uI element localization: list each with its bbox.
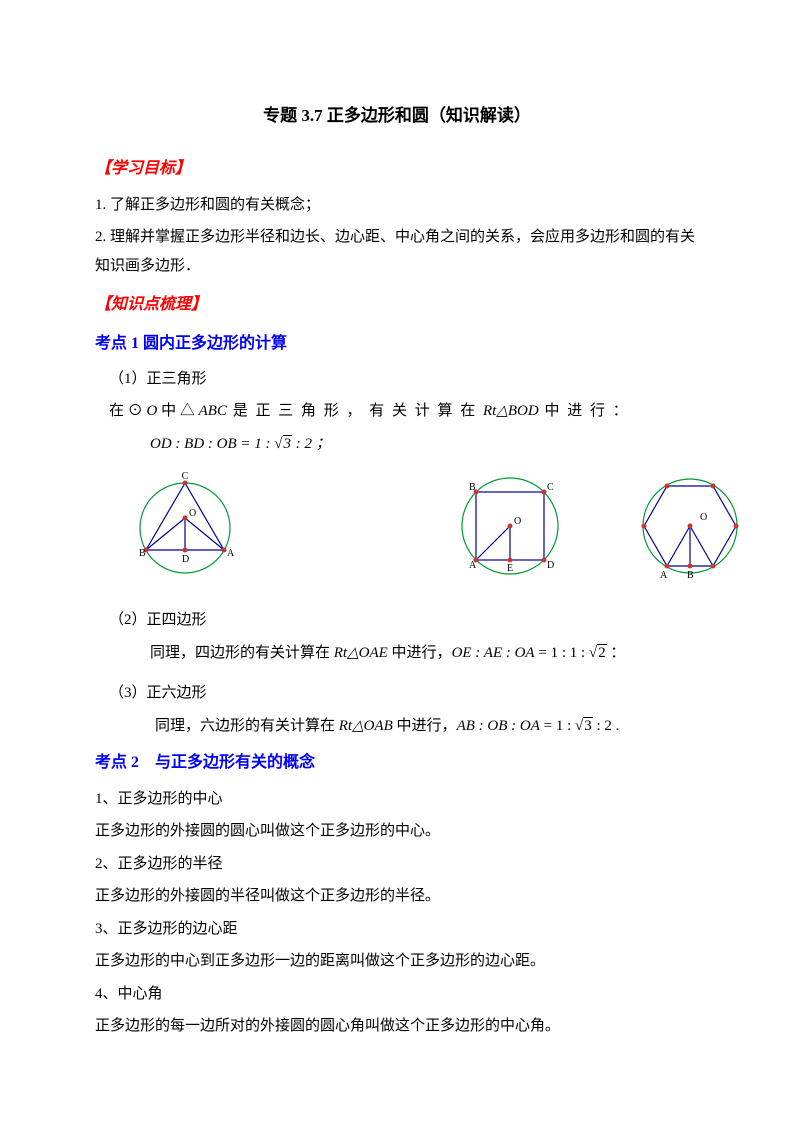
t1a: 在 ⊙ xyxy=(109,403,147,419)
t2b: 中进行， xyxy=(388,645,452,661)
svg-text:O: O xyxy=(189,508,196,519)
svg-text:C: C xyxy=(182,471,189,482)
t2a: 同理，四边形的有关计算在 xyxy=(150,645,334,661)
f1a: OD : BD : OB xyxy=(150,436,237,452)
t2ratio: OE : AE : OA xyxy=(452,645,535,661)
item-1-text: 在 ⊙ O 中 △ ABC 是 正 三 角 形 ， 有 关 计 算 在 Rt△B… xyxy=(95,397,699,426)
svg-text:B: B xyxy=(687,570,694,581)
c3-text: 正多边形的中心到正多边形一边的距离叫做这个正多边形的边心距。 xyxy=(95,947,699,976)
svg-text:O: O xyxy=(700,512,707,523)
item-3-label: （3）正六边形 xyxy=(95,679,699,708)
f1eq: = 1 : xyxy=(237,436,275,452)
t1b: 中 △ xyxy=(157,403,198,419)
c1-num: 1、正多边形的中心 xyxy=(95,785,699,814)
svg-text:O: O xyxy=(514,516,521,527)
svg-text:B: B xyxy=(139,548,146,559)
svg-text:C: C xyxy=(547,482,554,493)
item-3-text: 同理，六边形的有关计算在 Rt△OAB 中进行，AB : OB : OA = 1… xyxy=(95,712,699,741)
t1c: 是 正 三 角 形 ， 有 关 计 算 在 xyxy=(227,403,483,419)
f1tail: : 2 ； xyxy=(292,436,331,452)
t2tail: ： xyxy=(607,645,626,661)
c2-num: 2、正多边形的半径 xyxy=(95,850,699,879)
sqrt-icon: 3 xyxy=(274,430,292,459)
t3ratio: AB : OB : OA xyxy=(457,718,540,734)
svg-text:A: A xyxy=(469,560,477,571)
t1o: O xyxy=(147,403,158,419)
t2c: = 1 : 1 : xyxy=(535,645,589,661)
learning-goals-header: 【学习目标】 xyxy=(95,154,699,184)
f1r: 3 xyxy=(283,435,293,452)
item-2-text: 同理，四边形的有关计算在 Rt△OAE 中进行，OE : AE : OA = 1… xyxy=(95,639,699,668)
t1rt: Rt△BOD xyxy=(483,403,539,419)
c4-text: 正多边形的每一边所对的外接圆的圆心角叫做这个正多边形的中心角。 xyxy=(95,1012,699,1041)
t2r: 2 xyxy=(597,644,607,661)
t3b: 中进行， xyxy=(393,718,457,734)
svg-text:D: D xyxy=(182,554,189,565)
item-1-label: （1）正三角形 xyxy=(95,365,699,394)
sqrt-icon: 2 xyxy=(589,639,607,668)
goal-1: 1. 了解正多边形和圆的有关概念； xyxy=(95,191,699,220)
svg-text:A: A xyxy=(227,548,235,559)
square-figure: B C A D O E xyxy=(445,468,575,588)
c2-text: 正多边形的外接圆的半径叫做这个正多边形的半径。 xyxy=(95,882,699,911)
t3tail: : 2 . xyxy=(593,718,620,734)
t3a: 同理，六边形的有关计算在 xyxy=(155,718,339,734)
t1abc: ABC xyxy=(199,403,227,419)
triangle-figure: C B A O D xyxy=(115,468,255,588)
figure-row: C B A O D B C A D O E O A B xyxy=(115,468,699,588)
sqrt-icon: 3 xyxy=(575,712,593,741)
formula-1: OD : BD : OB = 1 : 3 : 2 ； xyxy=(95,430,699,459)
svg-text:D: D xyxy=(547,560,554,571)
svg-text:B: B xyxy=(469,482,476,493)
c3-num: 3、正多边形的边心距 xyxy=(95,915,699,944)
hexagon-figure: O A B xyxy=(625,468,755,588)
page-title: 专题 3.7 正多边形和圆（知识解读） xyxy=(95,100,699,132)
topic-1-header: 考点 1 圆内正多边形的计算 xyxy=(95,329,699,359)
knowledge-header: 【知识点梳理】 xyxy=(95,290,699,320)
c4-num: 4、中心角 xyxy=(95,980,699,1009)
svg-text:A: A xyxy=(660,570,668,581)
t2rt: Rt△OAE xyxy=(334,645,388,661)
t3r: 3 xyxy=(583,717,593,734)
goal-2: 2. 理解并掌握正多边形半径和边长、边心距、中心角之间的关系，会应用多边形和圆的… xyxy=(95,223,699,280)
t1d: 中 进 行 ： xyxy=(539,403,630,419)
t3rt: Rt△OAB xyxy=(339,718,393,734)
topic-2-header: 考点 2 与正多边形有关的概念 xyxy=(95,748,699,778)
svg-text:E: E xyxy=(507,563,513,574)
c1-text: 正多边形的外接圆的圆心叫做这个正多边形的中心。 xyxy=(95,817,699,846)
item-2-label: （2）正四边形 xyxy=(95,606,699,635)
t3c: = 1 : xyxy=(540,718,575,734)
